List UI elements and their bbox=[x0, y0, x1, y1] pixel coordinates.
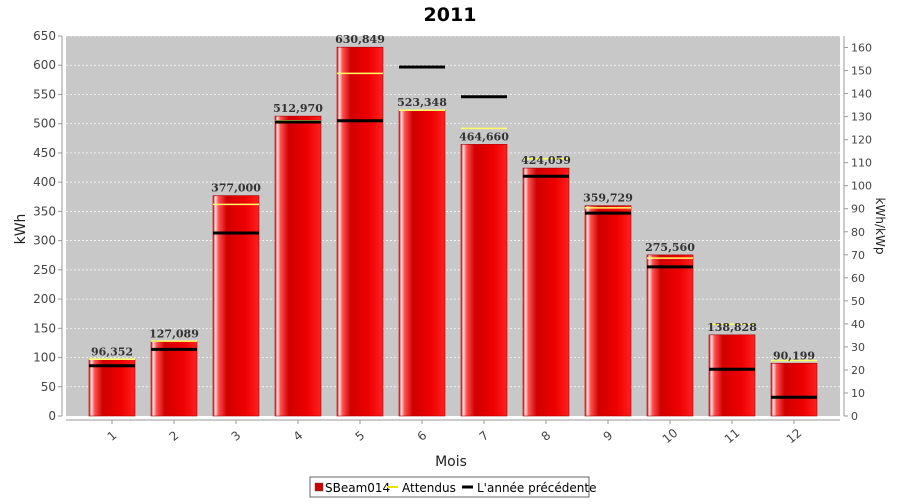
y2-tick-label: 60 bbox=[851, 272, 865, 285]
y-tick-label: 550 bbox=[33, 87, 56, 101]
data-labels: 96,352 127,089 377,000 512,970 630,849 523,34… bbox=[91, 33, 815, 362]
x-tick-label: 9 bbox=[601, 428, 616, 444]
data-label: 464,660 bbox=[459, 130, 509, 143]
marker-series bbox=[89, 65, 817, 399]
y2-tick-label: 90 bbox=[851, 203, 865, 216]
y-tick-label: 100 bbox=[33, 351, 56, 365]
x-tick-label: 11 bbox=[722, 426, 743, 447]
y2-tick-label: 160 bbox=[851, 42, 872, 55]
legend-label-attendus: Attendus bbox=[402, 481, 456, 495]
y2-tick-label: 80 bbox=[851, 226, 865, 239]
y-tick-label: 50 bbox=[41, 380, 56, 394]
y2-tick-label: 120 bbox=[851, 134, 872, 147]
x-tick-label: 2 bbox=[167, 428, 182, 444]
data-label: 90,199 bbox=[773, 349, 815, 362]
data-label: 127,089 bbox=[149, 328, 199, 341]
y2-tick-label: 150 bbox=[851, 65, 872, 78]
y2-tick-label: 110 bbox=[851, 157, 872, 170]
legend-box bbox=[309, 476, 590, 498]
y-axis-title: kWh bbox=[13, 214, 29, 245]
data-label: 424,059 bbox=[521, 154, 571, 167]
y2-tick-label: 40 bbox=[851, 318, 865, 331]
bar bbox=[336, 46, 384, 417]
legend: SBeam014 Attendus L'année précédente bbox=[309, 476, 596, 498]
y-tick-labels: 0 50 100 150 200 250 300 350 400 450 500 550 600 650 bbox=[33, 29, 62, 423]
data-label: 275,560 bbox=[645, 241, 695, 254]
x-tick-label: 5 bbox=[353, 428, 368, 444]
y2-tick-label: 130 bbox=[851, 111, 872, 124]
y-tick-label: 0 bbox=[48, 409, 56, 423]
bottom-axis: 1 2 3 4 5 6 7 8 9 10 11 12 bbox=[66, 419, 840, 447]
x-tick-label: 12 bbox=[784, 426, 805, 447]
data-label: 523,348 bbox=[397, 96, 447, 109]
left-axis: 0 50 100 150 200 250 300 350 400 450 500 550 600 650 bbox=[33, 29, 63, 423]
y2-tick-label: 50 bbox=[851, 295, 865, 308]
y-tick-label: 650 bbox=[33, 29, 56, 43]
bar bbox=[708, 334, 756, 417]
x-tick-label: 8 bbox=[539, 428, 554, 444]
y2-tick-label: 70 bbox=[851, 249, 865, 262]
x-tick-labels: 1 2 3 4 5 6 7 8 9 10 11 12 bbox=[105, 420, 805, 447]
data-label: 377,000 bbox=[211, 182, 261, 195]
right-axis: 0 10 20 30 40 50 60 70 80 90 100 110 120 130 140 150 160 bbox=[843, 36, 872, 423]
bar bbox=[150, 341, 198, 417]
y2-tick-label: 100 bbox=[851, 180, 872, 193]
data-label: 512,970 bbox=[273, 102, 323, 115]
bar bbox=[398, 109, 446, 417]
y-tick-label: 150 bbox=[33, 321, 56, 335]
y-tick-label: 500 bbox=[33, 117, 56, 131]
bar bbox=[88, 359, 136, 417]
x-tick-label: 4 bbox=[291, 428, 306, 444]
x-tick-label: 7 bbox=[477, 428, 492, 444]
x-tick-label: 1 bbox=[105, 428, 120, 444]
y2-axis-title: kWh/kWp bbox=[873, 198, 887, 255]
y2-tick-label: 10 bbox=[851, 387, 865, 400]
y-tick-label: 450 bbox=[33, 146, 56, 160]
data-label: 630,849 bbox=[335, 33, 385, 46]
y-tick-label: 200 bbox=[33, 292, 56, 306]
bar bbox=[212, 195, 260, 417]
legend-label-sbeam: SBeam014 bbox=[325, 481, 390, 495]
bar bbox=[584, 205, 632, 417]
y2-tick-labels: 0 10 20 30 40 50 60 70 80 90 100 110 120 130 140 150 160 bbox=[844, 42, 872, 423]
y-tick-label: 300 bbox=[33, 234, 56, 248]
y-tick-label: 600 bbox=[33, 58, 56, 72]
data-label: 96,352 bbox=[91, 346, 133, 359]
y2-tick-label: 30 bbox=[851, 341, 865, 354]
x-axis-title: Mois bbox=[435, 454, 467, 470]
y2-tick-label: 140 bbox=[851, 88, 872, 101]
legend-swatch-sbeam bbox=[314, 482, 324, 492]
legend-label-annee: L'année précédente bbox=[477, 481, 596, 495]
data-label: 138,828 bbox=[707, 321, 757, 334]
x-tick-label: 10 bbox=[660, 426, 681, 447]
y2-tick-label: 0 bbox=[851, 410, 858, 423]
y2-tick-label: 20 bbox=[851, 364, 865, 377]
y-tick-label: 250 bbox=[33, 263, 56, 277]
x-tick-label: 3 bbox=[229, 428, 244, 444]
data-label: 359,729 bbox=[583, 192, 633, 205]
x-tick-label: 6 bbox=[415, 428, 430, 444]
bar bbox=[274, 115, 322, 417]
bar bbox=[522, 167, 570, 417]
bar bbox=[460, 144, 508, 417]
y-tick-label: 400 bbox=[33, 175, 56, 189]
y-tick-label: 350 bbox=[33, 204, 56, 218]
bar bbox=[770, 362, 818, 417]
bar bbox=[646, 254, 694, 417]
chart-title: 2011 bbox=[424, 4, 477, 26]
bar-series bbox=[88, 46, 818, 417]
